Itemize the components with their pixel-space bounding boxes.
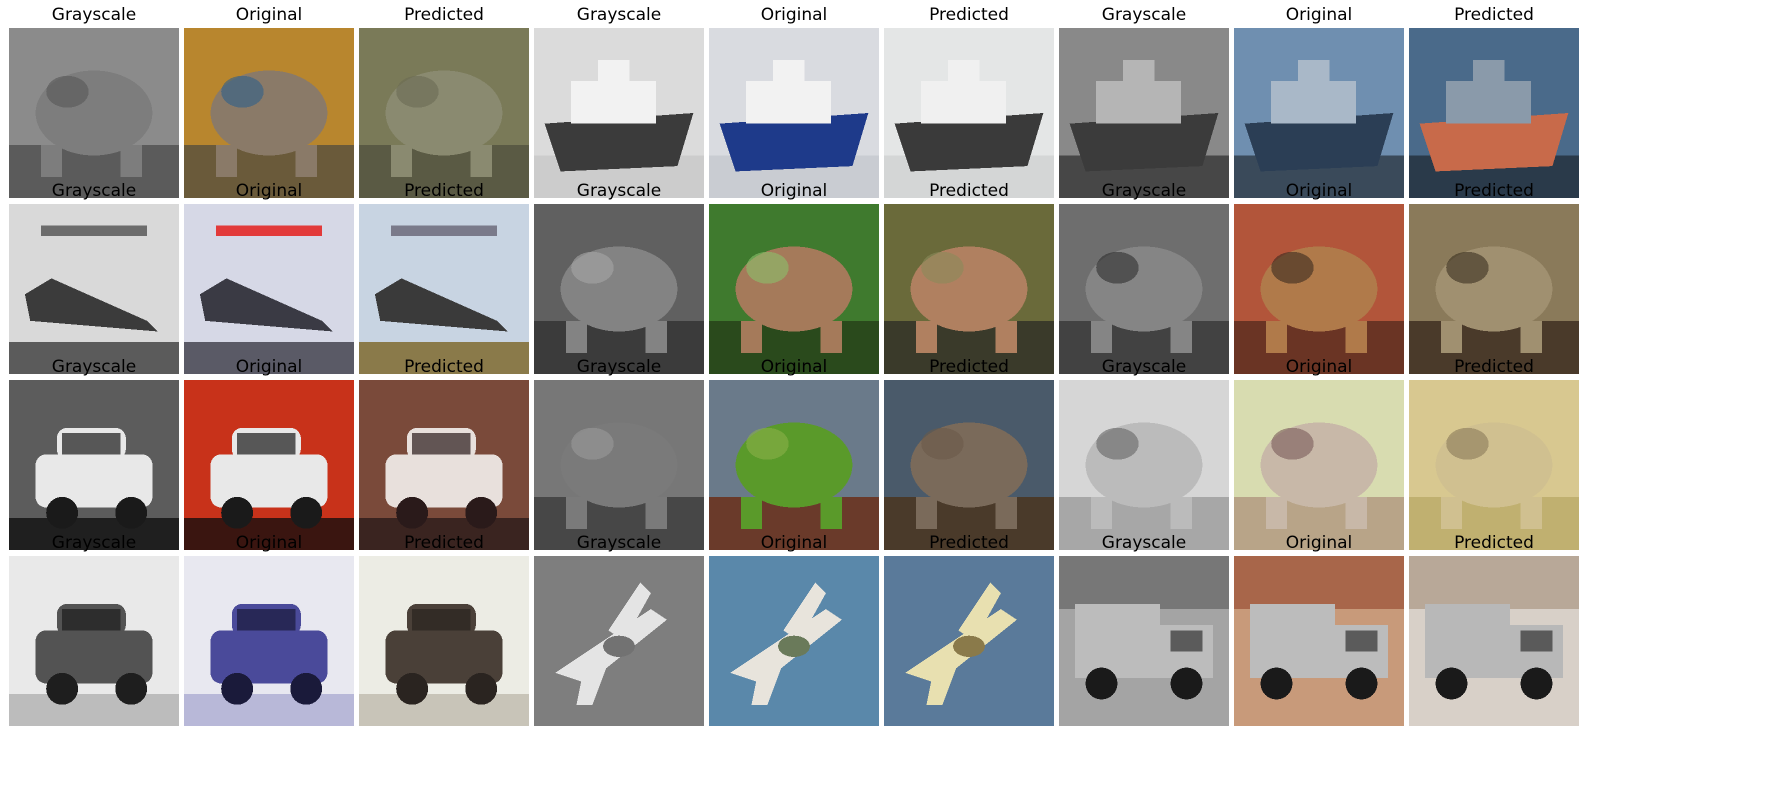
original-image	[1234, 204, 1404, 374]
gray-image	[9, 28, 179, 198]
panel-title: Grayscale	[1101, 181, 1187, 201]
original-image	[1234, 556, 1404, 726]
panel-title: Predicted	[929, 357, 1009, 377]
panel-title: Grayscale	[576, 533, 662, 553]
panel-title: Predicted	[1454, 357, 1534, 377]
panel-title: Original	[760, 5, 828, 25]
gray-image	[9, 204, 179, 374]
panel-title: Predicted	[1454, 533, 1534, 553]
panel-title: Grayscale	[51, 5, 137, 25]
predicted-image	[884, 380, 1054, 550]
panel-title: Predicted	[404, 181, 484, 201]
gray-image	[1059, 380, 1229, 550]
gray-image	[1059, 204, 1229, 374]
gray-image	[9, 380, 179, 550]
panel-title: Grayscale	[1101, 357, 1187, 377]
panel-title: Original	[760, 357, 828, 377]
panel-title: Predicted	[929, 533, 1009, 553]
panel-title: Grayscale	[51, 357, 137, 377]
panel-title: Predicted	[1454, 5, 1534, 25]
original-image	[184, 204, 354, 374]
panel-title: Original	[1285, 533, 1353, 553]
gray-image	[534, 556, 704, 726]
panel-title: Grayscale	[1101, 533, 1187, 553]
predicted-image	[359, 556, 529, 726]
panel-title: Predicted	[404, 5, 484, 25]
predicted-image	[1409, 556, 1579, 726]
panel-title: Original	[760, 533, 828, 553]
gray-image	[1059, 556, 1229, 726]
predicted-image	[359, 380, 529, 550]
panel-title: Original	[1285, 5, 1353, 25]
panel-title: Original	[235, 5, 303, 25]
predicted-image	[884, 204, 1054, 374]
predicted-image	[1409, 380, 1579, 550]
original-image	[184, 28, 354, 198]
panel-title: Grayscale	[576, 357, 662, 377]
original-image	[1234, 28, 1404, 198]
panel-title: Predicted	[929, 5, 1009, 25]
panel-title: Grayscale	[51, 533, 137, 553]
panel-title: Original	[1285, 181, 1353, 201]
original-image	[709, 380, 879, 550]
panel-title: Original	[760, 181, 828, 201]
panel-title: Original	[1285, 357, 1353, 377]
panel-title: Predicted	[404, 533, 484, 553]
original-image	[709, 204, 879, 374]
panel-title: Original	[235, 533, 303, 553]
panel-title: Grayscale	[576, 181, 662, 201]
gray-image	[9, 556, 179, 726]
panel-title: Grayscale	[1101, 5, 1187, 25]
original-image	[184, 556, 354, 726]
predicted-image	[359, 28, 529, 198]
panel-title: Original	[235, 181, 303, 201]
gray-image	[534, 380, 704, 550]
panel-title: Grayscale	[576, 5, 662, 25]
panel-title: Predicted	[1454, 181, 1534, 201]
gray-image	[534, 204, 704, 374]
predicted-image	[884, 556, 1054, 726]
panel-title: Original	[235, 357, 303, 377]
original-image	[184, 380, 354, 550]
predicted-image	[359, 204, 529, 374]
predicted-image	[1409, 204, 1579, 374]
panel-title: Grayscale	[51, 181, 137, 201]
gray-image	[534, 28, 704, 198]
predicted-image	[884, 28, 1054, 198]
original-image	[1234, 380, 1404, 550]
panel-title: Predicted	[404, 357, 484, 377]
predicted-image	[1409, 28, 1579, 198]
gray-image	[1059, 28, 1229, 198]
original-image	[709, 556, 879, 726]
panel-title: Predicted	[929, 181, 1009, 201]
original-image	[709, 28, 879, 198]
